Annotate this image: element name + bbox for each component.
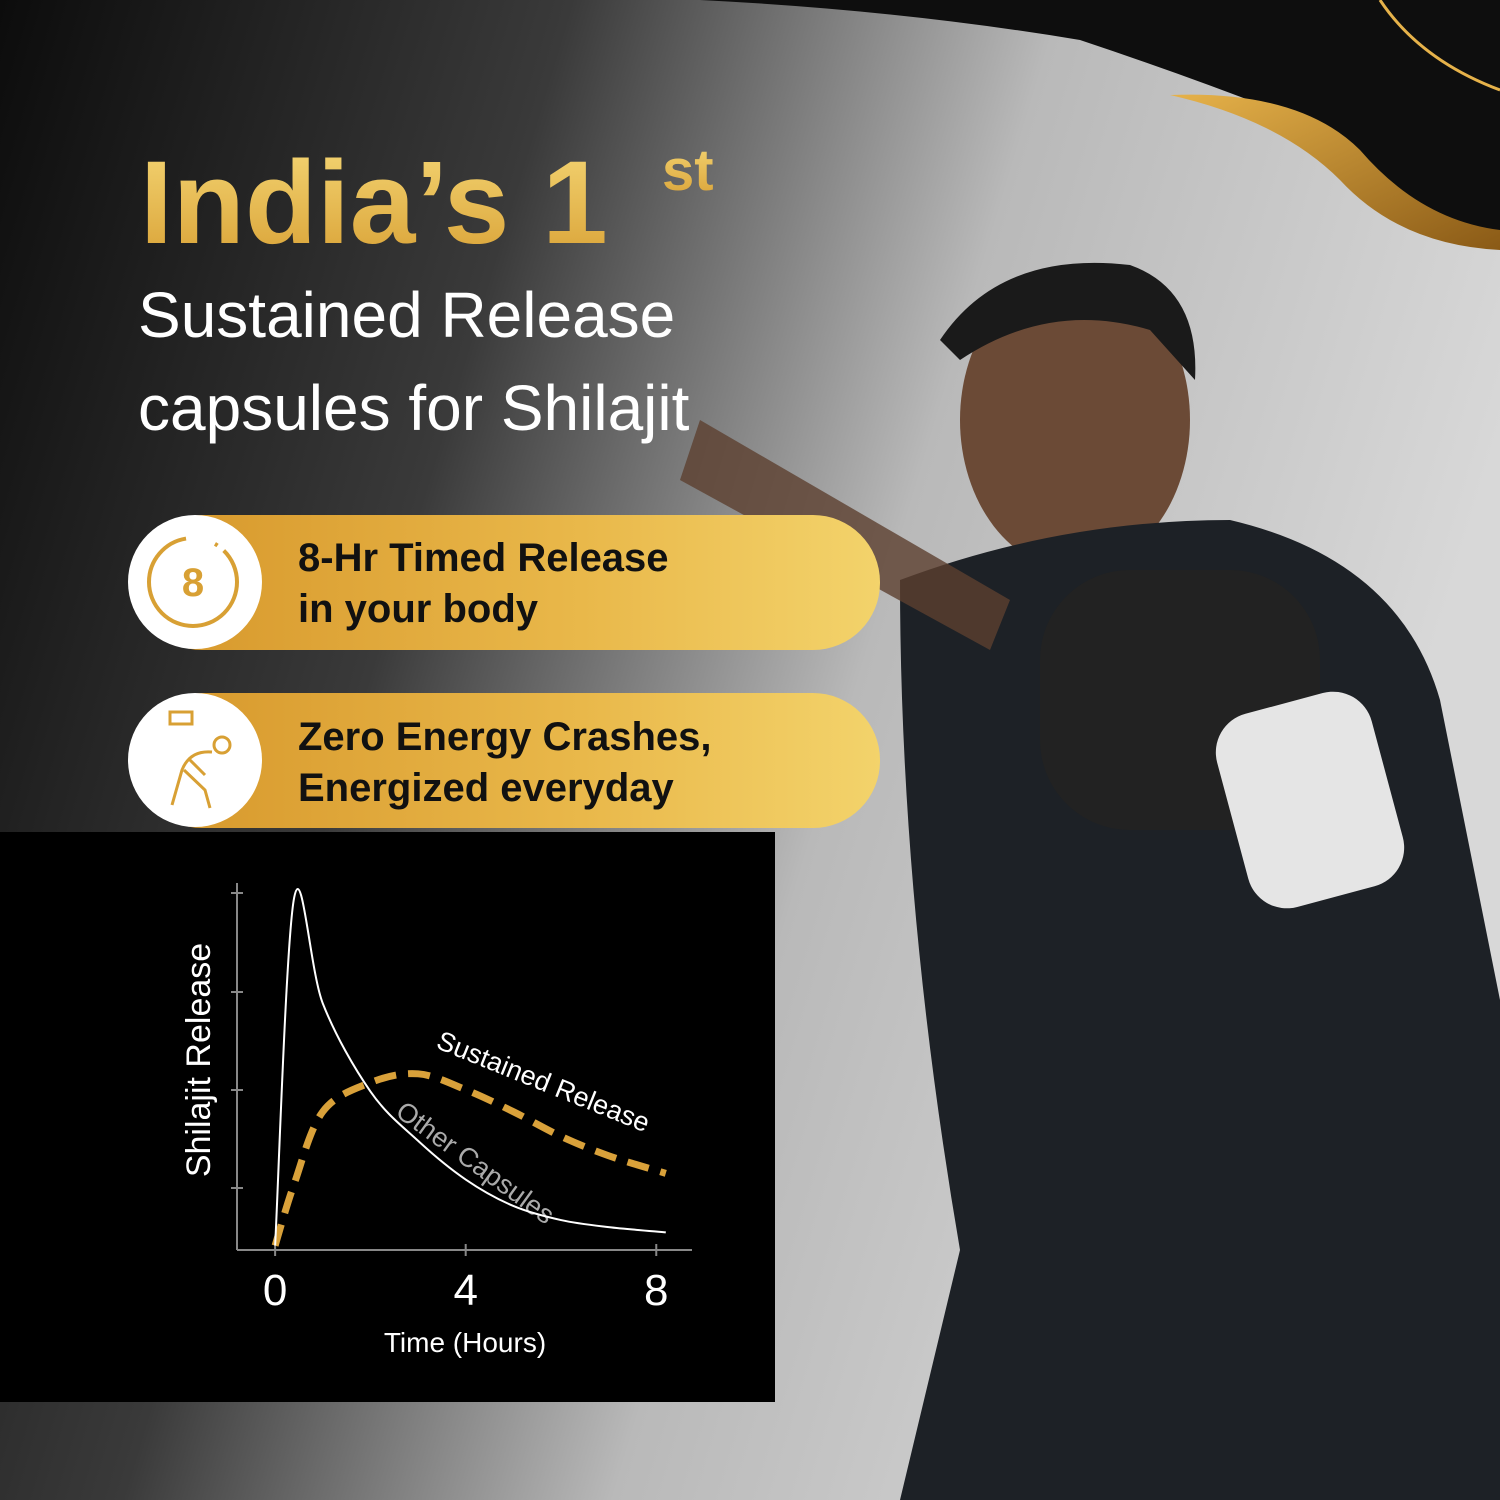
feature-text: 8-Hr Timed Release [298,536,669,580]
subtitle-line: capsules for Shilajit [138,372,690,444]
gold-line [1378,0,1500,92]
subtitle-line: Sustained Release [138,279,675,351]
feature-text: in your body [298,587,539,631]
tired-icon [168,710,232,809]
top-wave [700,0,1500,240]
feature-text: Zero Energy Crashes, [298,715,712,759]
x-tick-label: 8 [644,1266,668,1315]
chart-panel [0,832,775,1402]
series-line [271,1070,667,1247]
feature-badge: Zero Energy Crashes, Energized everyday [128,693,880,828]
icon-number: 8 [182,561,204,605]
gold-wave [1170,94,1500,250]
feature-badge: 8 8-Hr Timed Release in your body [128,515,880,650]
x-tick-label: 0 [263,1266,287,1315]
series-line [274,888,666,1246]
x-axis-label: Time (Hours) [384,1327,546,1358]
headline: India’s 1 [140,137,608,269]
y-axis-label: Shilajit Release [180,943,218,1177]
x-tick-label: 4 [453,1266,477,1315]
athlete [680,262,1500,1500]
feature-text: Energized everyday [298,766,674,810]
headline-superscript: st [662,138,714,203]
